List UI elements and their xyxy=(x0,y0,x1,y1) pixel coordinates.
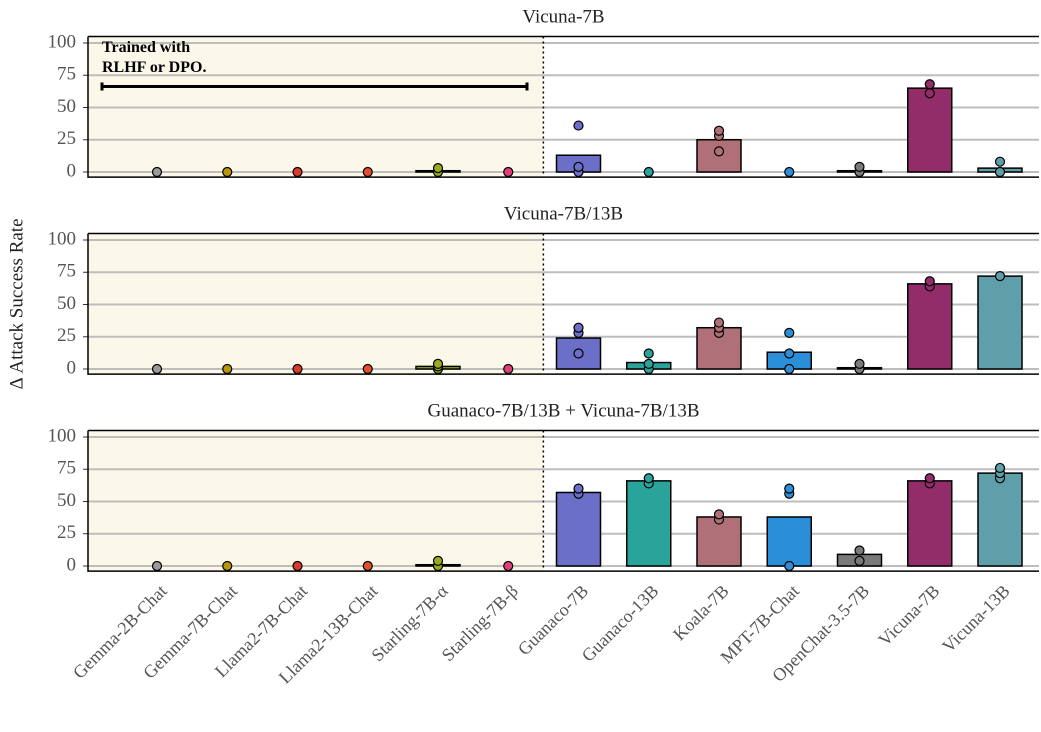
y-tick-label: 100 xyxy=(48,228,77,249)
bar xyxy=(626,480,672,567)
panel-title: Guanaco-7B/13B + Vicuna-7B/13B xyxy=(427,400,699,421)
data-point xyxy=(784,327,795,338)
data-point xyxy=(222,560,233,572)
data-point xyxy=(362,560,373,572)
data-point xyxy=(222,166,233,178)
y-tick-label: 100 xyxy=(48,31,77,52)
data-point xyxy=(924,473,935,484)
data-point xyxy=(432,358,444,369)
annotation: Trained with xyxy=(102,39,190,56)
data-point xyxy=(713,509,725,520)
data-point xyxy=(432,163,444,174)
data-point xyxy=(643,348,654,359)
axes-frame xyxy=(87,232,1039,375)
y-tick-label: 25 xyxy=(57,522,76,543)
data-point xyxy=(994,156,1006,167)
data-point xyxy=(854,545,865,556)
annotation: RLHF or DPO. xyxy=(102,59,206,76)
data-point xyxy=(784,348,795,359)
y-tick-label: 50 xyxy=(57,96,76,117)
data-point xyxy=(994,271,1006,282)
data-point xyxy=(362,363,373,375)
data-point xyxy=(713,146,725,157)
bar xyxy=(766,516,812,567)
data-point xyxy=(292,166,303,178)
data-point xyxy=(503,560,514,572)
y-tick-label: 0 xyxy=(67,160,77,181)
data-point xyxy=(573,322,584,333)
data-point xyxy=(854,358,865,369)
data-point xyxy=(573,161,584,172)
data-point xyxy=(151,560,163,572)
data-point xyxy=(503,363,514,375)
bar xyxy=(977,275,1023,370)
data-point xyxy=(643,166,654,178)
y-tick-label: 75 xyxy=(57,261,76,282)
data-point xyxy=(994,166,1006,178)
bar xyxy=(555,491,602,567)
data-point xyxy=(432,555,444,566)
data-point xyxy=(362,166,373,178)
x-tick-label: Vicuna-13B xyxy=(938,581,1014,657)
data-point xyxy=(643,473,654,484)
y-tick-label: 50 xyxy=(57,293,76,314)
data-point xyxy=(784,560,795,572)
y-tick-label: 50 xyxy=(57,490,76,511)
y-tick-label: 75 xyxy=(57,64,76,85)
y-tick-label: 25 xyxy=(57,325,76,346)
data-point xyxy=(994,462,1006,474)
panel-title: Vicuna-7B xyxy=(522,6,604,27)
annotation-bracket xyxy=(100,82,529,91)
panel-title: Vicuna-7B/13B xyxy=(504,203,623,224)
y-tick-label: 75 xyxy=(57,458,76,479)
axes-frame xyxy=(87,429,1039,572)
x-tick-label: Koala-7B xyxy=(669,581,733,645)
y-tick-label: 100 xyxy=(48,425,77,446)
axes-frame xyxy=(87,35,1039,178)
data-point xyxy=(292,363,303,375)
data-point xyxy=(573,483,584,494)
data-point xyxy=(573,120,584,131)
y-tick-label: 25 xyxy=(57,128,76,149)
data-point xyxy=(854,161,865,172)
data-point xyxy=(784,166,795,178)
data-point xyxy=(854,555,865,566)
data-point xyxy=(151,166,163,178)
bar xyxy=(907,480,953,567)
data-point xyxy=(924,276,935,287)
data-point xyxy=(292,560,303,572)
x-tick-label: Vicuna-7B xyxy=(874,581,943,650)
data-point xyxy=(924,88,935,99)
data-point xyxy=(573,348,584,359)
data-point xyxy=(151,363,163,375)
y-tick-label: 0 xyxy=(67,554,77,575)
bar xyxy=(907,283,953,370)
data-point xyxy=(643,358,654,369)
data-point xyxy=(784,483,795,494)
bar xyxy=(907,87,953,173)
x-tick-label: Starling-7B-β xyxy=(438,581,522,665)
y-axis-label: Δ Attack Success Rate xyxy=(6,218,27,389)
y-tick-label: 0 xyxy=(67,357,77,378)
data-point xyxy=(784,363,795,375)
data-point xyxy=(924,79,935,90)
data-point xyxy=(713,317,725,328)
data-point xyxy=(222,363,233,375)
bar xyxy=(977,472,1023,567)
data-point xyxy=(503,166,514,178)
data-point xyxy=(713,125,725,136)
